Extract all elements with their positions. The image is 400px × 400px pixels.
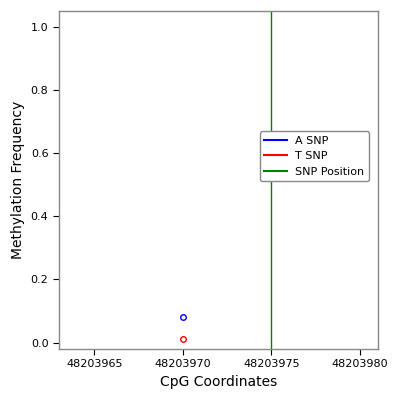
X-axis label: CpG Coordinates: CpG Coordinates [160, 375, 277, 389]
Legend: A SNP, T SNP, SNP Position: A SNP, T SNP, SNP Position [260, 131, 369, 181]
Y-axis label: Methylation Frequency: Methylation Frequency [11, 101, 25, 259]
